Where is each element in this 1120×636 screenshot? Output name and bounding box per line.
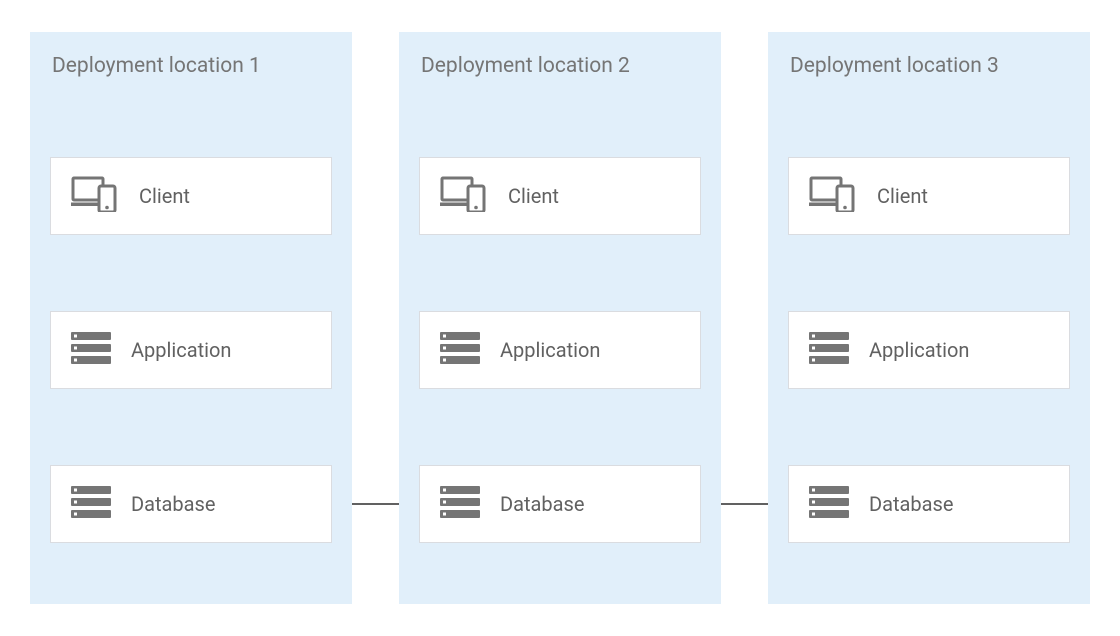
- panel-title: Deployment location 3: [790, 54, 999, 78]
- application-label: Application: [869, 338, 969, 362]
- application-node: Application: [419, 311, 701, 389]
- server-icon: [440, 332, 480, 368]
- client-node: Client: [788, 157, 1070, 235]
- client-node: Client: [50, 157, 332, 235]
- database-node: Database: [50, 465, 332, 543]
- panel-title: Deployment location 2: [421, 54, 630, 78]
- application-node: Application: [788, 311, 1070, 389]
- database-label: Database: [500, 492, 584, 516]
- client-icon: [809, 176, 857, 216]
- application-label: Application: [500, 338, 600, 362]
- database-node: Database: [419, 465, 701, 543]
- client-label: Client: [877, 184, 928, 208]
- client-label: Client: [508, 184, 559, 208]
- client-icon: [440, 176, 488, 216]
- server-icon: [809, 332, 849, 368]
- deployment-panel-1: Deployment location 1 Client Application…: [30, 32, 352, 604]
- client-node: Client: [419, 157, 701, 235]
- database-label: Database: [869, 492, 953, 516]
- server-icon: [71, 486, 111, 522]
- deployment-panel-3: Deployment location 3 Client Application…: [768, 32, 1090, 604]
- panel-title: Deployment location 1: [52, 54, 261, 78]
- database-node: Database: [788, 465, 1070, 543]
- server-icon: [809, 486, 849, 522]
- deployment-panel-2: Deployment location 2 Client Application…: [399, 32, 721, 604]
- client-icon: [71, 176, 119, 216]
- database-label: Database: [131, 492, 215, 516]
- application-label: Application: [131, 338, 231, 362]
- server-icon: [440, 486, 480, 522]
- application-node: Application: [50, 311, 332, 389]
- client-label: Client: [139, 184, 190, 208]
- server-icon: [71, 332, 111, 368]
